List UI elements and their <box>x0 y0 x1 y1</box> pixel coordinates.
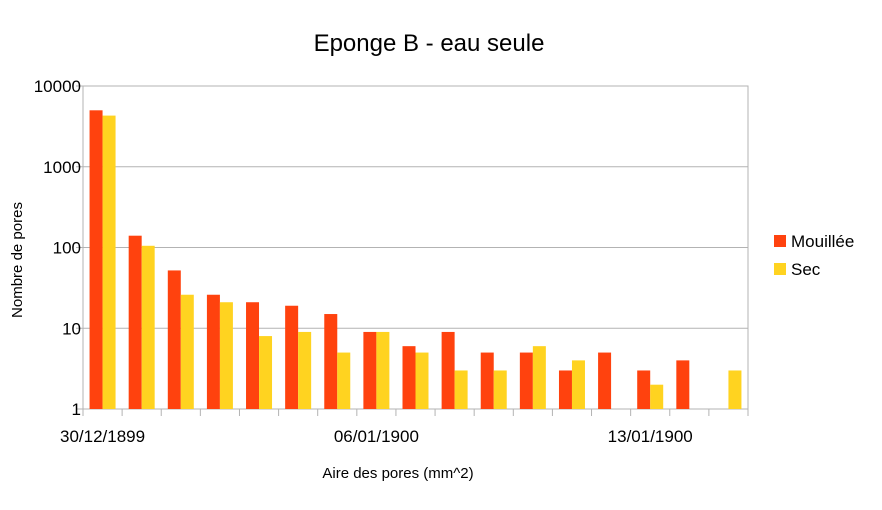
bar <box>571 360 585 409</box>
bar <box>519 352 533 409</box>
bar <box>637 370 651 409</box>
x-tick-labels: 30/12/1899 06/01/1900 13/01/1900 <box>60 409 749 446</box>
bar <box>167 270 181 409</box>
bars <box>89 110 742 410</box>
bar <box>415 352 429 409</box>
bar <box>337 352 351 409</box>
legend-label: Mouillée <box>791 232 854 251</box>
chart-title: Eponge B - eau seule <box>314 30 545 57</box>
y-tick-label: 100 <box>53 239 81 258</box>
bar <box>259 336 273 409</box>
bar <box>402 346 416 409</box>
bar <box>480 352 494 409</box>
x-tick-label: 30/12/1899 <box>60 427 145 446</box>
bar <box>441 331 455 409</box>
legend-swatch <box>774 263 786 275</box>
bar <box>102 115 116 410</box>
x-axis-title: Aire des pores (mm^2) <box>322 465 473 482</box>
y-tick-label: 1 <box>72 400 81 419</box>
bar <box>650 384 664 409</box>
bar <box>728 370 742 409</box>
bar <box>558 370 572 409</box>
legend: Mouillée Sec <box>774 232 854 279</box>
legend-label: Sec <box>791 260 821 279</box>
bar <box>206 294 220 409</box>
bar <box>219 302 233 409</box>
bar <box>285 305 299 409</box>
y-tick-labels: 1 10 100 1000 10000 <box>34 77 81 419</box>
x-tick-label: 06/01/1900 <box>334 427 419 446</box>
bar <box>454 370 468 409</box>
bar <box>493 370 507 409</box>
bar <box>598 352 612 409</box>
bar <box>246 302 260 409</box>
bar <box>376 331 390 409</box>
bar <box>128 235 142 409</box>
y-tick-label: 10 <box>62 319 81 338</box>
bar <box>363 331 377 409</box>
bar <box>298 331 312 409</box>
bar <box>141 245 155 409</box>
x-tick-label: 13/01/1900 <box>608 427 693 446</box>
bar <box>676 360 690 409</box>
bar <box>89 110 103 410</box>
bar <box>180 294 194 409</box>
y-axis-title: Nombre de pores <box>9 202 26 318</box>
bar <box>532 346 546 409</box>
bar <box>324 314 338 409</box>
y-tick-label: 1000 <box>43 158 81 177</box>
y-tick-label: 10000 <box>34 77 81 96</box>
legend-swatch <box>774 235 786 247</box>
